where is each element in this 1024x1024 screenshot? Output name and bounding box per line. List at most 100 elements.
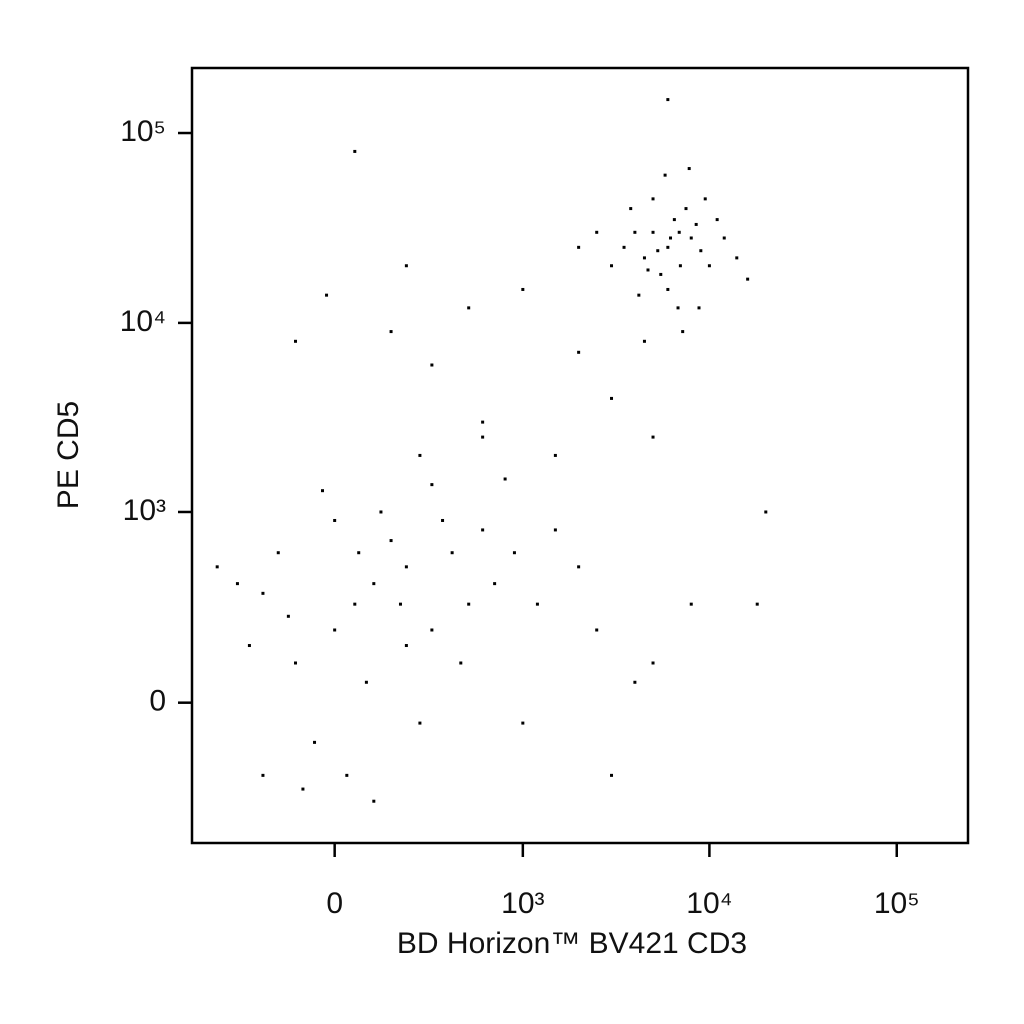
- dot: [637, 293, 641, 297]
- dot: [459, 661, 463, 665]
- dot: [503, 477, 507, 481]
- dot: [301, 787, 305, 791]
- dot: [247, 644, 251, 648]
- dot: [430, 628, 434, 632]
- dot: [418, 453, 422, 457]
- dot: [294, 661, 298, 665]
- dot: [697, 306, 701, 310]
- dot: [535, 602, 539, 606]
- dot: [666, 287, 670, 291]
- y-tick-label: 0: [149, 685, 166, 718]
- dot: [646, 268, 650, 272]
- dot: [681, 330, 685, 334]
- dot: [379, 510, 383, 514]
- dot: [372, 582, 376, 586]
- dot: [666, 245, 670, 249]
- dot: [689, 602, 693, 606]
- dot: [684, 207, 688, 211]
- dot: [389, 330, 393, 334]
- dot: [553, 528, 557, 532]
- dot: [610, 396, 614, 400]
- x-tick-label: 0: [326, 887, 343, 920]
- plot-frame: [190, 66, 970, 845]
- dot: [577, 245, 581, 249]
- dot: [467, 602, 471, 606]
- dot: [353, 602, 357, 606]
- x-axis-label: BD Horizon™ BV421 CD3: [397, 927, 747, 960]
- dot: [467, 306, 471, 310]
- dot: [651, 435, 655, 439]
- dot: [364, 680, 368, 684]
- y-axis-label: PE CD5: [52, 401, 85, 509]
- dot: [353, 149, 357, 153]
- dot: [481, 528, 485, 532]
- dot: [633, 680, 637, 684]
- dot: [663, 173, 667, 177]
- dot: [441, 518, 445, 522]
- dot: [659, 272, 663, 276]
- dot: [398, 602, 402, 606]
- dot: [703, 197, 707, 201]
- dot: [389, 539, 393, 543]
- dot: [764, 510, 768, 514]
- dot: [651, 661, 655, 665]
- dot: [521, 721, 525, 725]
- dot: [294, 339, 298, 343]
- dot: [678, 264, 682, 268]
- dot: [610, 264, 614, 268]
- dot: [722, 236, 726, 240]
- dot: [235, 582, 239, 586]
- x-tick-label: 10⁵: [874, 887, 920, 920]
- dot: [345, 773, 349, 777]
- dot: [481, 435, 485, 439]
- dot: [404, 565, 408, 569]
- dot: [333, 518, 337, 522]
- dot: [553, 453, 557, 457]
- y-tick-label: 10⁵: [120, 115, 166, 148]
- dot: [276, 551, 280, 555]
- dot: [261, 591, 265, 595]
- dot: [493, 582, 497, 586]
- dot: [595, 230, 599, 234]
- dot: [512, 551, 516, 555]
- dot: [481, 420, 485, 424]
- dot: [215, 565, 219, 569]
- dot: [357, 551, 361, 555]
- dot: [430, 363, 434, 367]
- dot: [313, 740, 317, 744]
- dot: [676, 306, 680, 310]
- dot: [595, 628, 599, 632]
- dot: [418, 721, 422, 725]
- dot: [642, 256, 646, 260]
- dot: [651, 230, 655, 234]
- y-tick-label: 10³: [123, 494, 166, 527]
- dot: [430, 483, 434, 487]
- dot: [656, 249, 660, 253]
- dot: [699, 249, 703, 253]
- dot: [735, 256, 739, 260]
- dot: [672, 218, 676, 222]
- dot: [404, 264, 408, 268]
- dot: [450, 551, 454, 555]
- dot: [577, 565, 581, 569]
- dot: [755, 602, 759, 606]
- dot: [286, 614, 290, 618]
- dot: [622, 245, 626, 249]
- dot: [261, 773, 265, 777]
- dot: [687, 167, 691, 171]
- dot: [707, 264, 711, 268]
- dot: [325, 293, 329, 297]
- dot: [321, 489, 325, 493]
- x-tick-label: 10³: [501, 887, 544, 920]
- dot: [651, 197, 655, 201]
- dot: [715, 218, 719, 222]
- dot: [746, 277, 750, 281]
- dot: [633, 230, 637, 234]
- dot: [333, 628, 337, 632]
- dot: [666, 98, 670, 102]
- dot: [694, 222, 698, 226]
- dot: [577, 350, 581, 354]
- dot: [642, 339, 646, 343]
- x-tick-label: 10⁴: [686, 887, 732, 920]
